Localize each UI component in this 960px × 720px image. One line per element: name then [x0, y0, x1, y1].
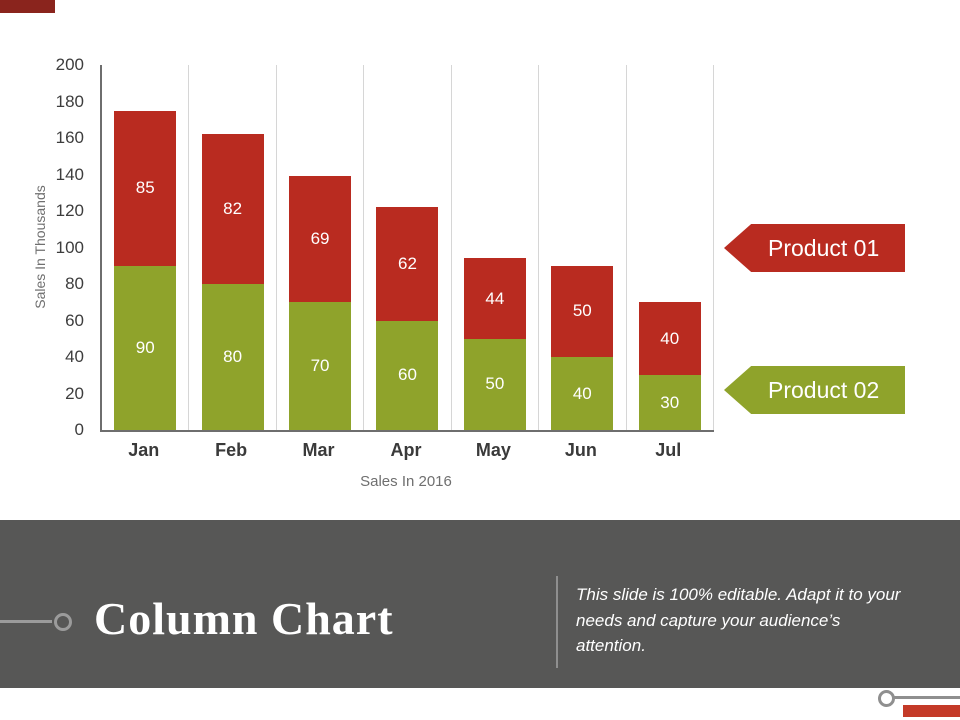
- category-column: 85 90: [102, 65, 190, 430]
- right-decorative-line: [894, 696, 960, 699]
- bar-segment-product-02: 50: [463, 338, 526, 430]
- y-tick-label: 80: [65, 274, 84, 293]
- bar-value-label: 50: [572, 301, 592, 321]
- bar-segment-product-01: 40: [638, 302, 701, 376]
- y-tick-label: 180: [55, 91, 84, 111]
- x-axis-title: Sales In 2016: [360, 473, 452, 490]
- bar-value-label: 50: [485, 374, 505, 394]
- bar-value-label: 62: [398, 253, 417, 273]
- x-axis-labels: Jan Feb Mar Apr May Jun Jul: [100, 440, 712, 461]
- slide-description: This slide is 100% editable. Adapt it to…: [576, 585, 901, 655]
- bar-segment-product-01: 44: [463, 258, 526, 339]
- plot-area: 85 90 82 80 69 70 62 60 44 50 50 40 40 30: [100, 65, 714, 432]
- y-tick-label: 40: [65, 347, 84, 366]
- top-left-accent-strip: [0, 0, 55, 13]
- bar-value-label: 40: [660, 328, 680, 348]
- y-tick-label: 60: [65, 310, 84, 330]
- bar-segment-product-01: 82: [201, 134, 264, 284]
- bar-segment-product-02: 90: [114, 265, 177, 430]
- bar-segment-product-02: 60: [376, 320, 439, 430]
- right-ring-icon: [878, 690, 895, 707]
- x-tick-label: May: [475, 440, 511, 460]
- y-tick-label: 100: [55, 237, 84, 257]
- footer-band: Column Chart This slide is 100% editable…: [0, 520, 960, 688]
- y-axis-ticks: 200 180 160 140 120 100 80 60 40 20 0: [0, 55, 92, 439]
- stacked-bar-jul: 40 30: [638, 302, 701, 430]
- x-tick-label: Jan: [128, 440, 160, 460]
- slide-title: Column Chart: [94, 593, 394, 644]
- stacked-column-chart: Sales In Thousands 200 180 160 140 120 100 80 6…: [0, 55, 905, 490]
- legend: Product 01 Product 02: [724, 224, 905, 414]
- legend-product-02: Product 02: [724, 366, 905, 414]
- bar-value-label: 60: [398, 365, 417, 385]
- left-ring-icon: [54, 613, 72, 631]
- bar-segment-product-01: 69: [289, 176, 352, 303]
- left-decorative-line: [0, 620, 52, 623]
- bar-segment-product-02: 70: [289, 302, 352, 430]
- bar-value-label: 82: [223, 199, 243, 219]
- bar-segment-product-02: 40: [551, 357, 614, 430]
- bar-segment-product-01: 50: [551, 265, 614, 357]
- stacked-bar-may: 44 50: [463, 258, 526, 430]
- category-column: 82 80: [189, 65, 277, 430]
- y-tick-label: 20: [65, 383, 84, 403]
- stacked-bar-jan: 85 90: [114, 110, 177, 430]
- x-tick-label: Mar: [302, 440, 335, 460]
- bar-value-label: 85: [135, 178, 155, 198]
- bar-segment-product-02: 30: [638, 375, 701, 430]
- bar-value-label: 40: [572, 383, 592, 403]
- legend-label: Product 02: [768, 376, 880, 403]
- category-column: 62 60: [364, 65, 452, 430]
- bar-value-label: 80: [223, 347, 243, 366]
- category-column: 50 40: [539, 65, 627, 430]
- x-tick-label: Apr: [390, 440, 422, 460]
- stacked-bar-jun: 50 40: [551, 265, 614, 430]
- x-tick-label: Jul: [655, 440, 682, 460]
- y-tick-label: 0: [74, 420, 84, 439]
- category-column: 69 70: [277, 65, 365, 430]
- y-tick-label: 160: [55, 128, 84, 147]
- stacked-bar-apr: 62 60: [376, 207, 439, 430]
- bar-segment-product-01: 62: [376, 207, 439, 321]
- stacked-bar-feb: 82 80: [201, 134, 264, 430]
- bar-value-label: 90: [135, 337, 155, 357]
- vertical-divider: [556, 576, 558, 668]
- y-tick-label: 200: [55, 55, 84, 74]
- bar-value-label: 70: [310, 356, 330, 376]
- stacked-bar-mar: 69 70: [289, 176, 352, 430]
- x-tick-label: Feb: [215, 440, 248, 460]
- y-tick-label: 140: [55, 164, 84, 184]
- bar-value-label: 30: [660, 392, 680, 412]
- y-tick-label: 120: [55, 201, 84, 220]
- bar-value-label: 69: [310, 229, 330, 249]
- bar-segment-product-02: 80: [201, 284, 264, 430]
- x-tick-label: Jun: [564, 440, 597, 460]
- legend-product-01: Product 01: [724, 224, 905, 272]
- bar-segment-product-01: 85: [114, 110, 177, 266]
- bar-value-label: 44: [485, 288, 505, 308]
- category-column: 44 50: [452, 65, 540, 430]
- category-column: 40 30: [627, 65, 714, 430]
- legend-label: Product 01: [768, 234, 880, 261]
- bottom-right-accent-strip: [903, 705, 960, 717]
